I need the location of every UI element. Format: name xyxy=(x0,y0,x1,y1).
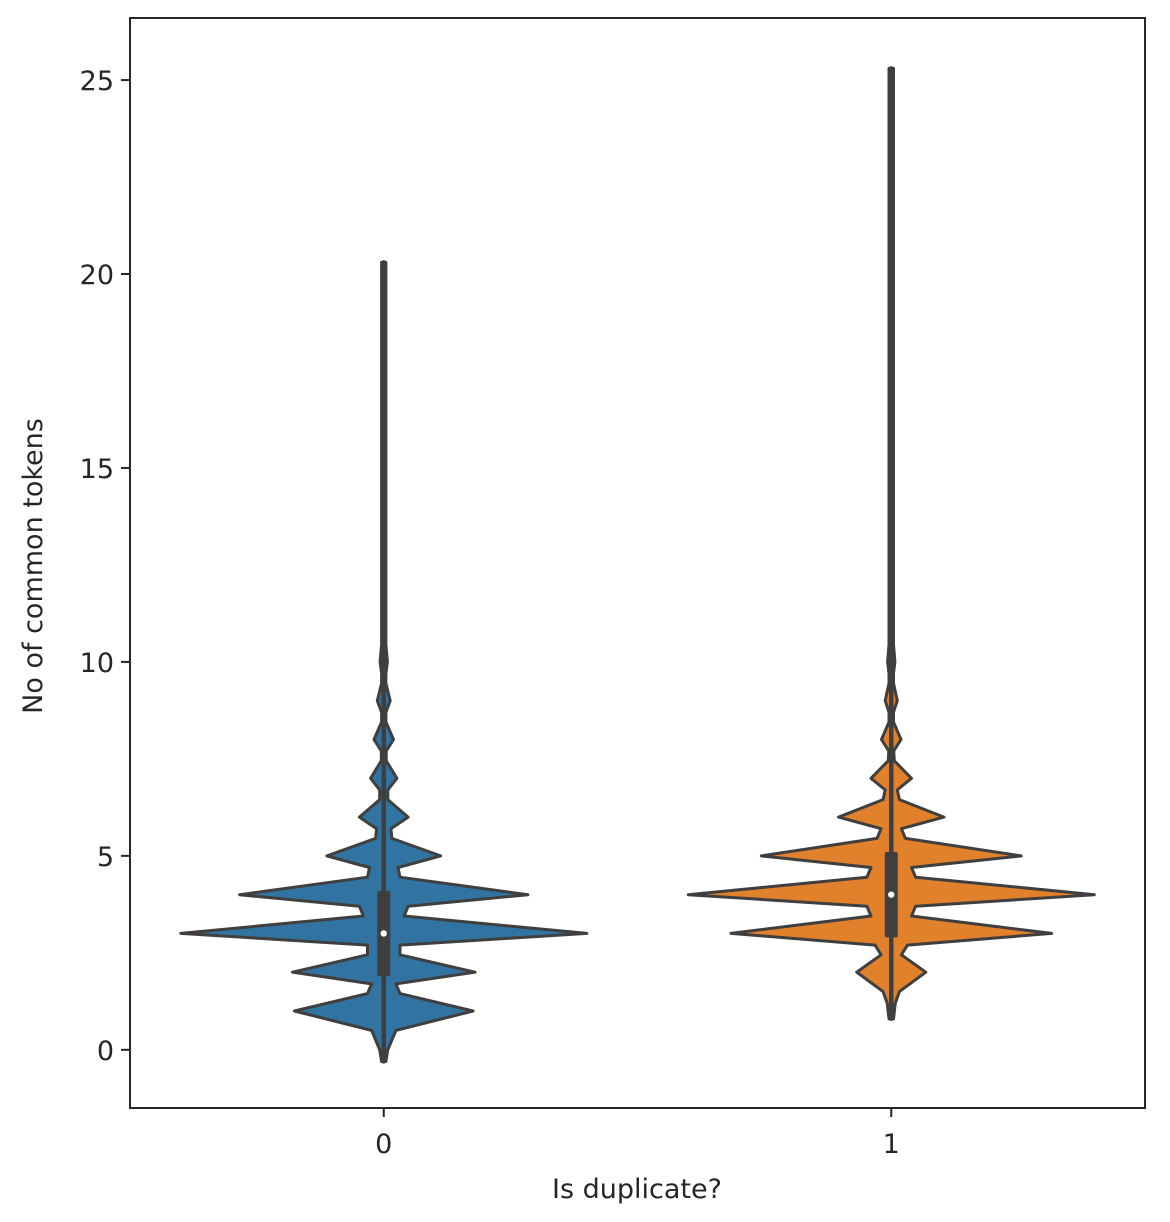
x-tick-label: 1 xyxy=(883,1129,900,1160)
plot-area xyxy=(130,18,1145,1108)
y-tick-label: 10 xyxy=(80,648,114,679)
x-axis-label: Is duplicate? xyxy=(552,1174,722,1205)
y-tick-label: 25 xyxy=(80,66,114,97)
y-tick-label: 0 xyxy=(97,1036,114,1067)
y-axis-ticks: 0 5 10 15 20 25 xyxy=(80,66,130,1067)
violin-median-1 xyxy=(888,891,895,898)
y-tick-label: 20 xyxy=(80,260,114,291)
x-tick-label: 0 xyxy=(375,1129,392,1160)
y-axis-label: No of common tokens xyxy=(18,418,49,714)
y-tick-label: 15 xyxy=(80,454,114,485)
y-tick-label: 5 xyxy=(97,842,114,873)
plot-frame xyxy=(129,17,1146,1109)
violin-median-0 xyxy=(380,930,387,937)
violins-layer xyxy=(179,66,1096,1064)
